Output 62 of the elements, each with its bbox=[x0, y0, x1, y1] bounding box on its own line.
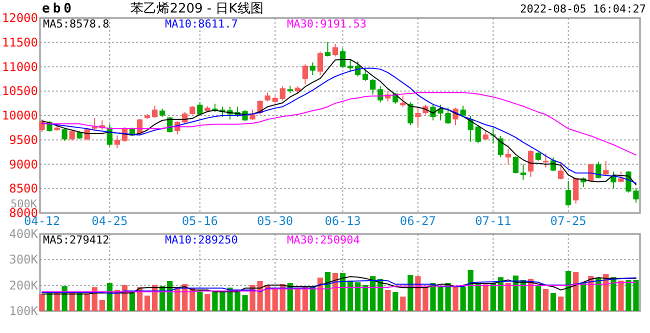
candlestick bbox=[340, 48, 346, 69]
y-tick-label: 400K bbox=[9, 227, 39, 241]
y-tick-label: 100K bbox=[9, 304, 39, 318]
y-tick-label: 11000 bbox=[2, 60, 38, 74]
text: MA10:289250 bbox=[165, 234, 238, 246]
chart-subtitle: eb0 bbox=[42, 2, 74, 16]
candlestick bbox=[542, 153, 549, 168]
candlestick bbox=[408, 102, 414, 126]
y-tick-label: 10500 bbox=[2, 84, 38, 98]
y-tick-label: 9000 bbox=[9, 157, 38, 172]
chart-title: 苯乙烯2209 - 日K线图 bbox=[130, 2, 264, 16]
x-tick-label: 06-13 bbox=[324, 214, 361, 228]
candlestick bbox=[566, 180, 572, 206]
candlestick bbox=[400, 95, 406, 108]
y-tick-label: 300K bbox=[9, 252, 39, 267]
candlestick bbox=[250, 109, 256, 120]
candlestick bbox=[370, 78, 376, 96]
y-tick-label: 12000 bbox=[2, 11, 38, 25]
candlestick bbox=[512, 156, 518, 174]
candlestick bbox=[558, 162, 564, 180]
candlestick bbox=[324, 41, 331, 58]
candlestick bbox=[596, 161, 602, 179]
candlestick bbox=[332, 43, 338, 58]
x-tick-label: 05-16 bbox=[182, 214, 218, 228]
candlestick bbox=[302, 64, 308, 85]
candlestick bbox=[505, 148, 511, 165]
line-series bbox=[42, 282, 636, 292]
y-tick-label: 10000 bbox=[2, 108, 38, 122]
y-tick-label: 200K bbox=[9, 278, 39, 292]
x-tick-label: 07-11 bbox=[475, 214, 512, 228]
candlestick bbox=[69, 130, 75, 141]
candlestick bbox=[475, 124, 481, 144]
candlestick bbox=[378, 86, 384, 103]
y-tick-label: 8500 bbox=[9, 182, 38, 196]
candlestick bbox=[528, 150, 534, 178]
candlestick bbox=[310, 62, 316, 76]
text: MA30:9191.53 bbox=[287, 18, 366, 30]
y-tick-label: 11500 bbox=[2, 35, 38, 50]
text: MA30:250904 bbox=[287, 234, 360, 246]
x-tick-label: 07-25 bbox=[550, 214, 586, 228]
y-tick-label: 9500 bbox=[9, 132, 38, 147]
candlestick bbox=[603, 160, 609, 176]
candlestick bbox=[317, 51, 324, 76]
x-tick-label: 04-25 bbox=[92, 214, 128, 228]
text: MA5:279412 bbox=[43, 234, 110, 246]
x-tick-label: 05-30 bbox=[257, 214, 294, 228]
candlestick bbox=[39, 118, 45, 133]
candlestick bbox=[197, 102, 203, 116]
text: MA5:8578.8 bbox=[43, 18, 110, 30]
text: 2022-08-05 16:04:27 bbox=[520, 2, 646, 16]
text: MA10:8611.7 bbox=[165, 18, 238, 30]
candlestick bbox=[362, 68, 368, 82]
candlestick bbox=[498, 135, 504, 158]
candlestick bbox=[62, 128, 68, 142]
candlestick bbox=[520, 164, 526, 180]
candlestick bbox=[460, 105, 466, 118]
candlestick bbox=[415, 106, 421, 128]
candlestick bbox=[280, 86, 286, 101]
x-tick-label: 06-27 bbox=[400, 214, 436, 228]
candlestick bbox=[152, 105, 158, 118]
candlestick bbox=[114, 134, 120, 149]
candlestick bbox=[618, 171, 624, 183]
